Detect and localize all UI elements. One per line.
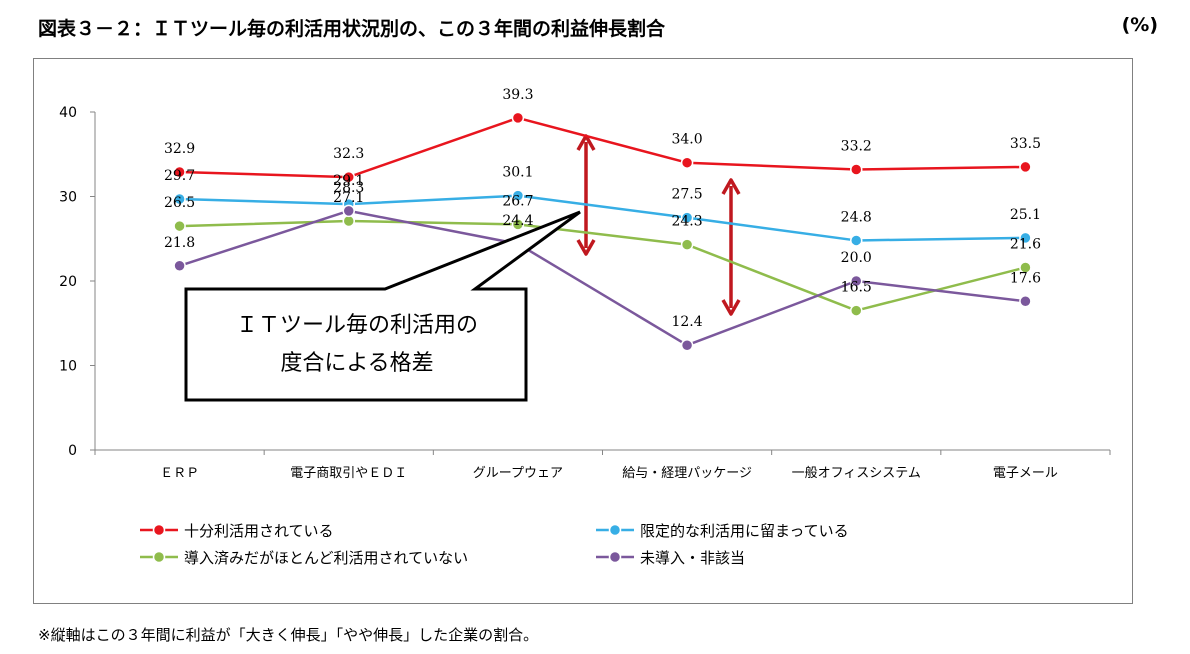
chart-title: 図表３－２：ＩＴツール毎の利活用状況別の、この３年間の利益伸長割合 — [38, 18, 666, 40]
data-point — [1019, 160, 1032, 174]
data-label: 33.5 — [1010, 136, 1041, 152]
data-point — [511, 189, 525, 202]
legend-marker — [152, 523, 166, 537]
gap-arrow-head-down — [576, 239, 596, 256]
data-label: 24.8 — [841, 209, 872, 225]
callout-line1: ＩＴツール毎の利活用の — [236, 313, 478, 338]
data-label: 32.9 — [164, 141, 195, 157]
data-label: 24.3 — [671, 214, 702, 230]
series-lines — [173, 111, 1032, 352]
data-point — [850, 304, 863, 317]
data-label: 27.1 — [333, 190, 364, 206]
legend-label: 十分利活用されている — [184, 522, 334, 540]
data-point — [1019, 295, 1032, 308]
data-point — [173, 165, 186, 179]
y-tick-label: 0 — [68, 443, 77, 459]
x-tick-label: グループウェア — [473, 466, 563, 481]
x-tick-label: 電子商取引やＥＤＩ — [290, 466, 407, 481]
data-label: 12.4 — [671, 314, 702, 330]
callout-line2: 度合による格差 — [280, 351, 433, 376]
data-point — [342, 214, 355, 228]
data-label: 26.5 — [164, 195, 195, 211]
legend-label: 限定的な利活用に留まっている — [640, 522, 849, 540]
legend-label: 未導入・非該当 — [640, 549, 745, 567]
chart-frame — [33, 58, 1133, 604]
legend-marker — [608, 550, 622, 564]
data-label: 21.6 — [1010, 236, 1041, 252]
y-tick-label: 40 — [59, 105, 77, 121]
x-tick-label: 電子メール — [993, 466, 1058, 481]
data-label: 32.3 — [333, 146, 364, 162]
data-point — [680, 211, 694, 224]
data-label: 39.3 — [502, 87, 533, 103]
data-label: 29.7 — [164, 168, 195, 184]
data-label: 16.5 — [841, 280, 872, 296]
data-point — [173, 219, 186, 233]
data-point — [680, 156, 694, 169]
data-label: 26.7 — [502, 193, 533, 209]
y-tick-label: 20 — [59, 274, 77, 290]
gap-arrow-head-up — [721, 178, 741, 195]
data-point — [173, 192, 186, 206]
data-point — [342, 170, 355, 184]
callout-shape — [184, 210, 581, 402]
data-point — [1019, 231, 1032, 245]
series-line — [179, 116, 1026, 179]
footnote: ※縦軸はこの３年間に利益が「大きく伸長」「やや伸長」した企業の割合。 — [38, 626, 539, 644]
data-point — [1019, 261, 1032, 274]
legend-label: 導入済みだがほとんど利活用されていない — [184, 549, 468, 567]
data-point — [680, 238, 694, 251]
data-point — [511, 218, 525, 231]
series-line — [179, 194, 1026, 242]
data-label: 24.4 — [502, 213, 533, 229]
unit-label: (%) — [1121, 14, 1158, 36]
data-label: 27.5 — [671, 187, 702, 203]
legend-marker — [608, 523, 622, 537]
data-label: 20.0 — [841, 250, 872, 266]
x-tick-label: 給与・経理パッケージ — [622, 466, 752, 481]
data-point — [342, 204, 355, 218]
data-label: 33.2 — [841, 138, 872, 154]
data-labels: 32.9 32.3 39.3 34.0 33.2 33.5 29.7 29.1 30.1 27.5… — [164, 87, 1041, 330]
gap-arrow-head-down — [721, 299, 741, 316]
legend-marker — [152, 550, 166, 564]
data-label: 17.6 — [1010, 270, 1041, 286]
data-label: 34.0 — [671, 132, 702, 148]
series-line — [179, 219, 1026, 312]
data-point — [850, 274, 863, 288]
data-label: 28.3 — [333, 180, 364, 196]
data-point — [173, 259, 186, 273]
data-point — [680, 338, 694, 352]
callout-box: ＩＴツール毎の利活用の 度合による格差 — [184, 210, 581, 402]
series-line — [179, 209, 1026, 347]
y-tick-label: 30 — [59, 190, 77, 206]
legend: 十分利活用されている 限定的な利活用に留まっている導入済みだがほとんど利活用されて… — [140, 522, 849, 567]
data-point — [511, 111, 525, 125]
data-point — [850, 234, 863, 247]
y-tick-label: 10 — [59, 359, 77, 375]
axes: 0 10 20 30 40 ＥＲＰ 電子商取引やＥＤＩ グループウェア 給与・経理パッケージ 一般… — [59, 105, 1111, 481]
data-label: 21.8 — [164, 235, 195, 251]
data-label: 29.1 — [333, 173, 364, 189]
data-label: 25.1 — [1010, 207, 1041, 223]
x-tick-label: ＥＲＰ — [160, 466, 199, 481]
data-point — [850, 163, 863, 176]
data-label: 30.1 — [502, 165, 533, 181]
x-tick-label: 一般オフィスシステム — [792, 465, 921, 481]
